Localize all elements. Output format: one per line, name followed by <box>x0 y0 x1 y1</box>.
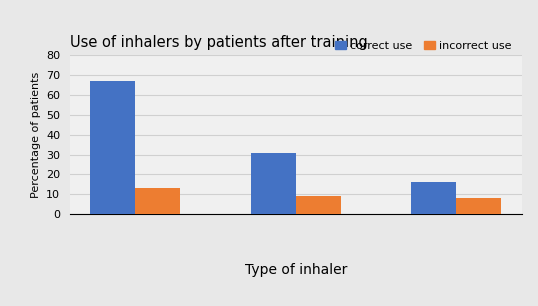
Bar <box>251 152 296 214</box>
Bar <box>90 81 136 214</box>
X-axis label: Type of inhaler: Type of inhaler <box>245 263 347 277</box>
Y-axis label: Percentage of patients: Percentage of patients <box>31 72 40 198</box>
Legend: correct use, incorrect use: correct use, incorrect use <box>330 37 516 56</box>
Bar <box>296 196 341 214</box>
Text: Use of inhalers by patients after training: Use of inhalers by patients after traini… <box>70 35 367 50</box>
Bar <box>412 182 456 214</box>
Bar <box>456 198 501 214</box>
Bar <box>136 188 180 214</box>
